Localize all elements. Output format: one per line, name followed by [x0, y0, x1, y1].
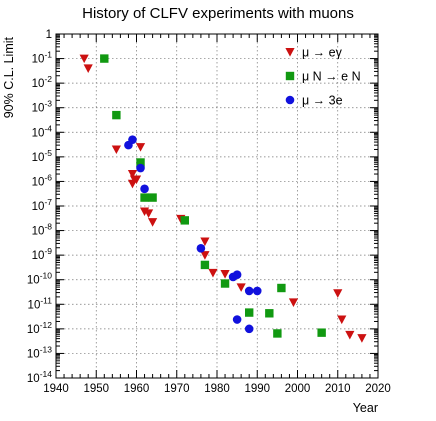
data-point [112, 110, 121, 120]
data-point [245, 308, 254, 317]
legend-marker [285, 95, 295, 105]
data-point [317, 328, 326, 337]
grid-lines [56, 34, 378, 378]
axis-ticks [55, 33, 379, 379]
data-point [337, 315, 347, 325]
data-point [288, 298, 299, 307]
data-point [143, 209, 154, 218]
data-point [333, 289, 343, 298]
series-0 [79, 54, 367, 343]
x-tick-label: 2010 [325, 383, 351, 395]
data-point [252, 286, 262, 296]
legend-marker [285, 71, 295, 81]
legend: μ → eγ μ N → e N μ → 3e [285, 46, 361, 108]
data-point [232, 270, 242, 279]
x-axis-label: Year [353, 401, 378, 415]
data-point [244, 324, 254, 334]
y-tick-label: 10-11 [28, 295, 53, 311]
y-tick-label: 10-8 [32, 222, 53, 238]
y-tick-label: 10-10 [27, 271, 52, 287]
series-1 [100, 54, 326, 338]
x-tick-label: 1990 [244, 383, 270, 395]
y-tick-label: 10-14 [27, 369, 52, 385]
y-tick-label: 10-6 [32, 172, 53, 188]
legend-marker [285, 48, 295, 57]
x-tick-label: 2000 [285, 383, 311, 395]
x-tick-label: 1970 [164, 383, 190, 395]
legend-item: μ → 3e [285, 94, 343, 108]
data-point [357, 334, 367, 343]
legend-label: μ N → e N [302, 70, 361, 84]
data-point [131, 175, 142, 185]
y-axis-label: 90% C.L. Limit [2, 36, 16, 118]
y-tick-labels: 10-1410-1310-1210-1110-1010-910-810-710-… [27, 29, 52, 385]
x-tick-label: 1980 [204, 383, 230, 395]
y-tick-label: 10-1 [32, 50, 53, 66]
legend-item: μ N → e N [285, 70, 361, 84]
y-tick-label: 10-4 [32, 123, 53, 139]
data-point [273, 329, 282, 338]
data-points [79, 54, 367, 343]
legend-item: μ → eγ [285, 46, 343, 60]
y-tick-label: 10-3 [32, 99, 53, 115]
x-tick-labels: 1940 1950 1960 1970 1980 1990 2000 2010 2020 [43, 383, 391, 395]
data-point [208, 268, 218, 278]
series-2 [124, 135, 262, 334]
data-point [136, 163, 145, 173]
data-point [111, 145, 121, 155]
y-tick-label: 10-13 [27, 344, 52, 360]
x-tick-label: 1960 [124, 383, 150, 395]
y-tick-label: 10-7 [32, 197, 53, 213]
data-point [265, 309, 274, 318]
data-point [135, 143, 146, 152]
y-tick-label: 1 [46, 29, 52, 41]
data-point [128, 135, 137, 144]
x-tick-label: 1950 [83, 383, 109, 395]
data-point [220, 270, 230, 279]
data-point [196, 243, 206, 253]
data-point [345, 330, 355, 340]
data-point [100, 54, 109, 63]
data-point [140, 184, 149, 194]
data-point [180, 216, 189, 225]
plot-frame [55, 33, 379, 379]
data-point [232, 315, 242, 324]
x-tick-label: 1940 [43, 383, 69, 395]
data-point [236, 283, 246, 292]
legend-label: μ → eγ [302, 46, 343, 60]
data-point [79, 54, 89, 64]
data-point [127, 170, 138, 179]
data-point [200, 237, 210, 247]
data-point [220, 279, 230, 288]
chart-title: History of CLFV experiments with muons [82, 5, 354, 22]
data-point [244, 286, 254, 296]
data-point [83, 64, 93, 73]
data-point [148, 218, 158, 227]
data-point [140, 193, 149, 202]
data-point [148, 193, 157, 202]
x-tick-label: 2020 [365, 383, 391, 395]
y-tick-label: 10-9 [32, 246, 53, 262]
y-tick-label: 10-5 [32, 148, 53, 164]
data-point [200, 251, 210, 260]
y-tick-label: 10-12 [27, 320, 52, 336]
y-tick-label: 10-2 [32, 74, 53, 90]
legend-label: μ → 3e [302, 94, 343, 108]
data-point [200, 260, 210, 270]
data-point [136, 158, 145, 167]
data-point [277, 283, 286, 293]
